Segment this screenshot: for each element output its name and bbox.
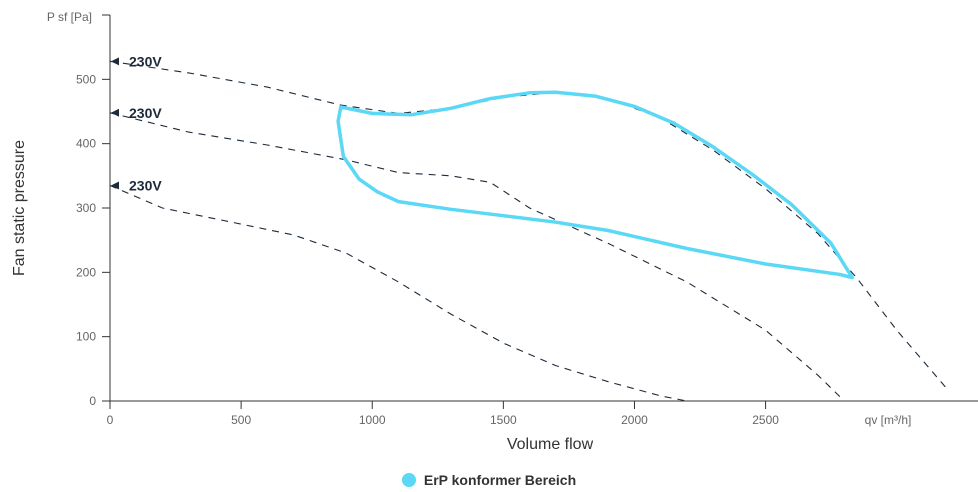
curve-label-arrow <box>111 109 119 117</box>
curve-label-3: 230V <box>129 177 162 193</box>
x-tick-label: 2000 <box>621 413 648 427</box>
axes: 0 100 200 300 400 500 0 500 1000 1500 2000 2500 <box>76 15 978 427</box>
y-tick-label: 200 <box>76 265 96 279</box>
x-tick-label: 500 <box>231 413 251 427</box>
curve-label-2: 230V <box>129 105 162 121</box>
y-tick-label: 100 <box>76 330 96 344</box>
erp-boundary <box>338 92 852 277</box>
curve-label-arrow <box>111 181 119 189</box>
y-axis-title: Fan static pressure <box>11 140 28 276</box>
y-tick-label: 300 <box>76 201 96 215</box>
y-unit-label: P sf [Pa] <box>47 10 92 24</box>
erp-layer <box>338 92 852 277</box>
legend-label: ErP konformer Bereich <box>424 472 576 488</box>
y-tick-label: 500 <box>76 72 96 86</box>
x-tick-label: 1500 <box>490 413 517 427</box>
legend-marker <box>402 473 416 487</box>
y-tick-label: 400 <box>76 137 96 151</box>
x-axis-title: Volume flow <box>507 436 594 453</box>
series-layer <box>110 61 949 401</box>
x-unit-label: qv [m³/h] <box>865 413 912 427</box>
legend: ErP konformer Bereich <box>0 472 978 488</box>
x-tick-label: 2500 <box>752 413 779 427</box>
y-tick-label: 0 <box>89 394 96 408</box>
x-tick-label: 0 <box>107 413 114 427</box>
x-tick-label: 1000 <box>359 413 386 427</box>
curve-label-arrow <box>111 57 119 65</box>
curve-label-1: 230V <box>129 53 162 69</box>
curve-3 <box>110 186 687 402</box>
curve-1 <box>110 61 949 391</box>
